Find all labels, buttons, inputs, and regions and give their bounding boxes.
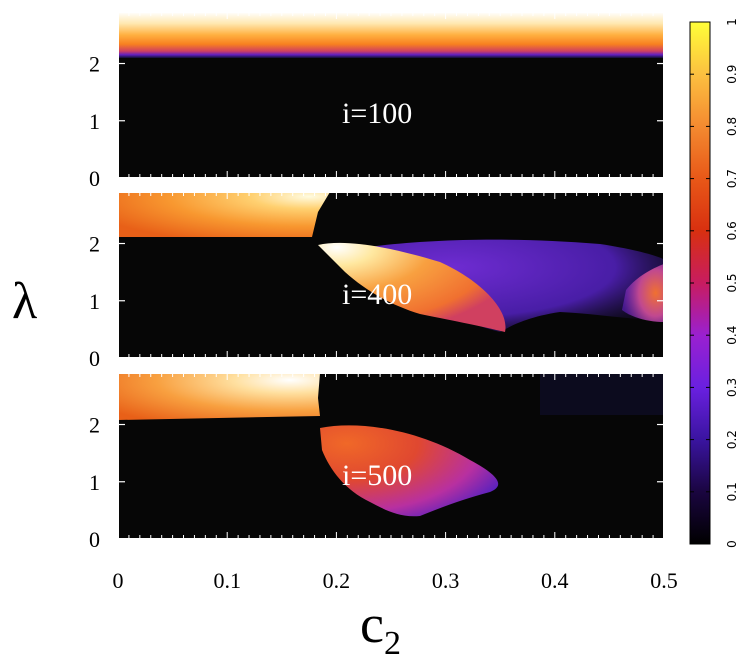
colorbar-tick-label: 0 xyxy=(725,540,739,548)
x-tick-label: 0.1 xyxy=(213,568,241,593)
x-axis-label-subscript: 2 xyxy=(384,625,401,660)
panel-2: i=400 xyxy=(117,191,665,359)
panel-2-region-right xyxy=(622,264,664,322)
panel-1: i=100 xyxy=(117,11,665,179)
colorbar-tick-label: 0.2 xyxy=(725,430,739,449)
panel-2-label: i=400 xyxy=(342,278,412,311)
x-tick-label: 0.4 xyxy=(541,568,569,593)
y-tick-label: 0 xyxy=(89,527,100,552)
y-axis-label: λ xyxy=(12,273,37,330)
colorbar: 0 0.1 0.2 0.3 0.4 0.5 0.6 0.7 0.8 0.9 1 xyxy=(689,18,739,548)
y-tick-label: 2 xyxy=(89,413,100,438)
y-tick-label: 0 xyxy=(89,346,100,371)
panel-3-region-upper-right xyxy=(540,373,664,415)
colorbar-tick-label: 0.5 xyxy=(725,273,739,292)
y-tick-label: 1 xyxy=(89,470,100,495)
colorbar-tick-label: 0.1 xyxy=(725,482,739,501)
panel-3-region-upper-left xyxy=(118,373,320,420)
colorbar-tick-label: 0.3 xyxy=(725,378,739,397)
panel-3-region-center xyxy=(320,425,499,517)
panel-3: i=500 xyxy=(117,372,665,540)
y-tick-label: 1 xyxy=(89,109,100,134)
colorbar-tick-label: 0.9 xyxy=(725,65,739,84)
colorbar-ticks: 0 0.1 0.2 0.3 0.4 0.5 0.6 0.7 0.8 0.9 1 xyxy=(690,18,739,548)
colorbar-tick-label: 0.8 xyxy=(725,117,739,136)
panel-3-label: i=500 xyxy=(342,459,412,492)
panel-1-band xyxy=(118,12,664,58)
x-tick-label: 0.3 xyxy=(432,568,460,593)
y-tick-label: 0 xyxy=(89,166,100,191)
y-axis-ticks: 0 1 2 0 1 2 0 1 2 xyxy=(89,12,665,552)
y-tick-label: 2 xyxy=(89,52,100,77)
x-axis-ticks: 0 0.1 0.2 0.3 0.4 0.5 xyxy=(113,568,678,593)
y-tick-label: 2 xyxy=(89,232,100,257)
x-axis-label-main: c xyxy=(360,594,384,654)
colorbar-tick-label: 1 xyxy=(725,18,739,26)
x-tick-label: 0 xyxy=(113,568,124,593)
x-tick-label: 0.2 xyxy=(323,568,351,593)
colorbar-tick-label: 0.7 xyxy=(725,169,739,188)
panel-1-label: i=100 xyxy=(342,97,412,130)
colorbar-tick-label: 0.6 xyxy=(725,221,739,240)
y-tick-label: 1 xyxy=(89,289,100,314)
panel-2-region-center xyxy=(318,242,506,332)
panel-2-region-upper-left xyxy=(118,192,330,237)
x-axis-label: c2 xyxy=(360,594,401,660)
x-tick-label: 0.5 xyxy=(650,568,678,593)
colorbar-tick-label: 0.4 xyxy=(725,326,739,345)
